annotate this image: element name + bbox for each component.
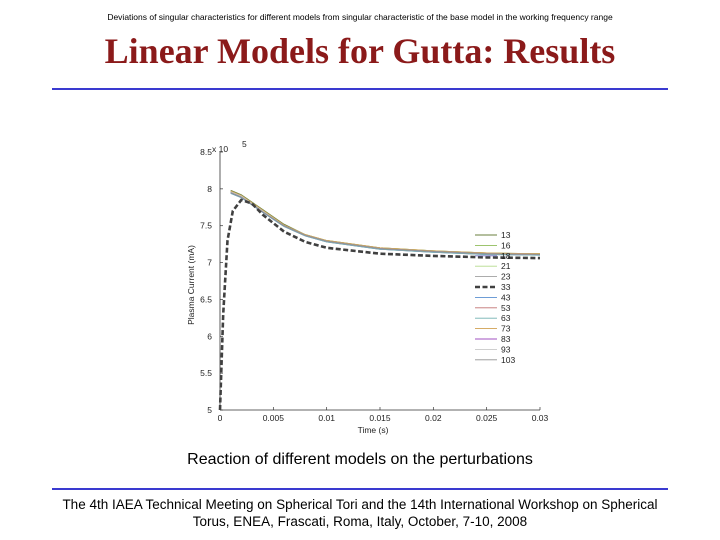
axes-layer: 0 0.005 0.01 0.015 0.02 0.025 0.03 5 5.5 6 6.5 7 7.5… — [200, 147, 548, 423]
x-tick-label: 0.01 — [318, 413, 335, 423]
y-tick-label: 6.5 — [200, 294, 212, 304]
y-tick-label: 5 — [207, 405, 212, 415]
top-divider — [52, 88, 668, 90]
legend-label-13: 13 — [501, 230, 511, 240]
bottom-divider — [52, 488, 668, 490]
plasma-current-chart: 0 0.005 0.01 0.015 0.02 0.025 0.03 5 5.5 6 6.5 7 7.5… — [186, 140, 549, 435]
x-tick-label: 0 — [218, 413, 223, 423]
series-line-18 — [230, 192, 541, 256]
series-line-63 — [230, 192, 541, 256]
legend-label-63: 63 — [501, 313, 511, 323]
conference-footer: The 4th IAEA Technical Meeting on Spheri… — [40, 496, 680, 530]
legend-label-73: 73 — [501, 324, 511, 334]
legend-label-18: 18 — [501, 251, 511, 261]
x-tick-label: 0.02 — [425, 413, 442, 423]
y-tick-label: 7.5 — [200, 221, 212, 231]
series-layer — [218, 189, 541, 411]
y-tick-label: 5.5 — [200, 368, 212, 378]
y-axis-label: Plasma Current (mA) — [186, 245, 196, 325]
figure-caption: Reaction of different models on the pert… — [187, 451, 533, 468]
x-axis-label: Time (s) — [358, 425, 389, 435]
y-scale-exponent: 5 — [242, 140, 247, 149]
y-scale-note: x 10 — [212, 144, 228, 154]
series-line-33 — [218, 198, 541, 411]
slide-title: Linear Models for Gutta: Results — [104, 31, 616, 71]
legend-label-83: 83 — [501, 334, 511, 344]
legend-label-43: 43 — [501, 292, 511, 302]
footer-line-1: The 4th IAEA Technical Meeting on Spheri… — [62, 497, 658, 512]
y-tick-label: 6 — [207, 331, 212, 341]
legend-label-33: 33 — [501, 282, 511, 292]
footer-line-2: Torus, ENEA, Frascati, Roma, Italy, Octo… — [192, 514, 528, 529]
x-tick-label: 0.005 — [263, 413, 285, 423]
x-tick-label: 0.025 — [476, 413, 498, 423]
y-tick-label: 7 — [207, 258, 212, 268]
legend-label-16: 16 — [501, 240, 511, 250]
y-tick-label: 8 — [207, 184, 212, 194]
legend-label-21: 21 — [501, 261, 511, 271]
y-tick-label: 8.5 — [200, 147, 212, 157]
legend-label-23: 23 — [501, 272, 511, 282]
slide-subtitle-note: Deviations of singular characteristics f… — [107, 12, 613, 22]
legend-label-53: 53 — [501, 303, 511, 313]
series-line-73 — [230, 190, 541, 255]
x-tick-label: 0.015 — [369, 413, 391, 423]
x-tick-label: 0.03 — [532, 413, 549, 423]
legend-label-93: 93 — [501, 344, 511, 354]
legend-label-103: 103 — [501, 355, 515, 365]
